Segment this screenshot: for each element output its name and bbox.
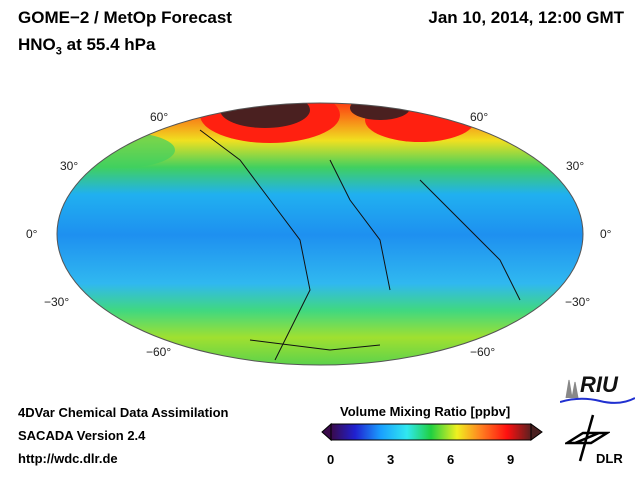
lat-label: −30° bbox=[44, 295, 70, 309]
map-title: GOME−2 / MetOp Forecast bbox=[18, 8, 232, 27]
peak-region bbox=[350, 103, 410, 120]
lat-label: −60° bbox=[470, 345, 496, 359]
high-concentration-region bbox=[365, 103, 475, 142]
lat-label: −60° bbox=[146, 345, 172, 359]
footer-line-2: SACADA Version 2.4 bbox=[18, 428, 146, 443]
forecast-datetime: Jan 10, 2014, 12:00 GMT bbox=[428, 8, 624, 27]
species-level: HNO3 at 55.4 hPa bbox=[18, 35, 155, 57]
lat-label: 30° bbox=[60, 159, 79, 173]
species-subscript: 3 bbox=[55, 45, 62, 58]
riu-logo-text: RIU bbox=[580, 372, 618, 397]
lat-label: −30° bbox=[565, 295, 591, 309]
colorbar-gradient bbox=[330, 423, 532, 441]
lat-label: 30° bbox=[566, 159, 585, 173]
lat-label: 0° bbox=[26, 227, 38, 241]
colorbar-min-arrow bbox=[321, 422, 332, 442]
colorbar bbox=[321, 422, 543, 442]
lat-label: 60° bbox=[150, 110, 169, 124]
concentration-field bbox=[57, 103, 583, 365]
coastlines bbox=[199, 129, 521, 361]
dlr-logo-icon bbox=[565, 414, 610, 462]
colorbar-tick: 0 bbox=[327, 452, 335, 467]
mid-concentration-region bbox=[65, 132, 175, 168]
species: HNO bbox=[18, 35, 56, 54]
riu-logo-icon bbox=[565, 379, 579, 399]
colorbar-title: Volume Mixing Ratio [ppbv] bbox=[340, 404, 511, 419]
riu-logo-wave bbox=[560, 397, 635, 404]
lat-label: 0° bbox=[600, 227, 612, 241]
footer-link[interactable]: http://wdc.dlr.de bbox=[18, 451, 118, 466]
pressure-level: at 55.4 hPa bbox=[61, 35, 156, 54]
map-border bbox=[56, 102, 584, 366]
colorbar-tick: 6 bbox=[447, 452, 455, 467]
footer-line-1: 4DVar Chemical Data Assimilation bbox=[18, 405, 229, 420]
colorbar-max-arrow bbox=[530, 423, 543, 441]
colorbar-tick: 3 bbox=[387, 452, 395, 467]
peak-region bbox=[220, 103, 310, 128]
dlr-logo-text: DLR bbox=[596, 451, 623, 466]
lat-label: 60° bbox=[470, 110, 489, 124]
colorbar-tick: 9 bbox=[507, 452, 515, 467]
